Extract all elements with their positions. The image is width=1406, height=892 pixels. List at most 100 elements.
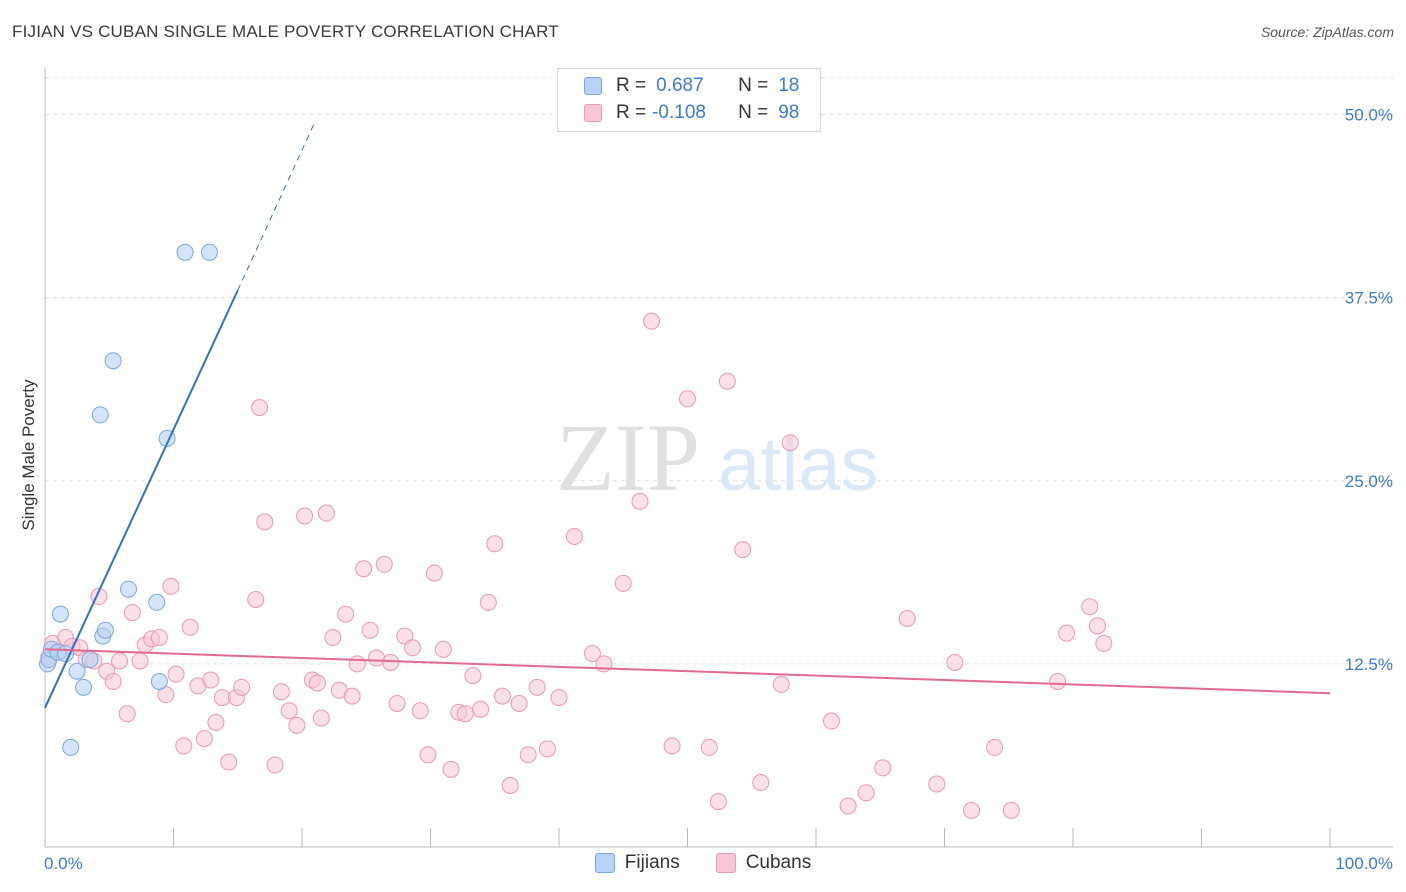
fijian-point [57, 645, 75, 663]
fijian-swatch [584, 77, 602, 95]
gridlines [45, 77, 1393, 665]
cuban-point [337, 605, 355, 623]
cuban-legend-swatch [715, 853, 736, 873]
n-value-cubans: 98 [778, 102, 800, 123]
cuban-point [419, 746, 437, 764]
fijians-label: Fijians [624, 852, 680, 873]
cuban-point [348, 655, 366, 673]
cuban-point [479, 593, 497, 611]
y-tick-labels: 12.5% 25.0% 37.5% 50.0% [1345, 106, 1393, 674]
fijian-point [62, 738, 80, 756]
cuban-point [631, 492, 649, 510]
legend-row-fijians: R = 0.687 N = 18 [584, 73, 799, 99]
cuban-point [382, 653, 400, 671]
cuban-point [709, 793, 727, 811]
cuban-point [1095, 634, 1113, 652]
fijian-legend-swatch [594, 853, 615, 873]
fijian-point [96, 621, 114, 639]
cuban-point [1081, 598, 1099, 616]
cuban-point [493, 687, 511, 705]
cuban-point [288, 716, 306, 734]
cuban-point [247, 590, 265, 608]
cuban-point [233, 678, 251, 696]
cuban-point [986, 738, 1004, 756]
n-label: N = [738, 102, 769, 123]
cuban-point [643, 312, 661, 330]
x-tick-label-max: 100.0% [1335, 854, 1393, 873]
cuban-point [583, 645, 601, 663]
cuban-trend-line [44, 648, 1331, 695]
cuban-point [464, 667, 482, 685]
cuban-swatch [584, 104, 602, 122]
correlation-legend: R = 0.687 N = 18 R = -0.108 N = 98 [557, 68, 821, 132]
cuban-point [251, 399, 269, 417]
cuban-point [663, 737, 681, 755]
fijian-point [148, 593, 166, 611]
fijian-point [120, 580, 138, 598]
cuban-point [404, 639, 422, 657]
fijian-point [81, 651, 99, 669]
x-tick-label-min: 0.0% [44, 854, 83, 873]
n-label: N = [738, 75, 769, 96]
r-label: R = [616, 102, 647, 123]
cuban-point [361, 621, 379, 639]
cuban-point [839, 797, 857, 815]
cuban-point [411, 702, 429, 720]
cuban-point [781, 434, 799, 452]
r-label: R = [616, 75, 647, 96]
watermark-atlas: atlas [718, 422, 879, 507]
fijian-trend-extension [237, 121, 316, 291]
cuban-point [266, 756, 284, 774]
cuban-point [343, 687, 361, 705]
cuban-point [874, 759, 892, 777]
cuban-point [434, 640, 452, 658]
fijian-point [200, 243, 218, 261]
cuban-point [718, 372, 736, 390]
x-tick-labels: 0.0% 100.0% [44, 854, 1393, 873]
cuban-point [207, 713, 225, 731]
y-tick-label: 25.0% [1345, 472, 1393, 491]
series-legend: Fijians Cubans [0, 852, 1406, 874]
fijian-point [150, 672, 168, 690]
trend-lines [44, 121, 1331, 709]
cuban-point [375, 555, 393, 573]
cuban-point [317, 504, 335, 522]
cuban-point [772, 675, 790, 693]
cuban-point [752, 774, 770, 792]
cuban-point [355, 560, 373, 578]
fijian-point [104, 352, 122, 370]
cuban-point [501, 776, 519, 794]
cuban-point [162, 577, 180, 595]
y-axis-label: Single Male Poverty [19, 379, 38, 531]
cuban-point [175, 737, 193, 755]
legend-item-fijians: Fijians [594, 852, 680, 874]
cuban-point [220, 753, 238, 771]
cuban-point [131, 652, 149, 670]
cuban-point [111, 652, 129, 670]
fijian-points [39, 243, 218, 756]
cuban-point [1058, 624, 1076, 642]
cuban-point [388, 694, 406, 712]
axes [44, 68, 1393, 848]
cuban-point [442, 760, 460, 778]
chart-title: FIJIAN VS CUBAN SINGLE MALE POVERTY CORR… [12, 22, 559, 41]
cuban-point [104, 672, 122, 690]
source-label: Source: ZipAtlas.com [1260, 24, 1394, 40]
cuban-point [734, 541, 752, 559]
cuban-point [425, 564, 443, 582]
fijian-point [75, 678, 93, 696]
cuban-point [456, 705, 474, 723]
cuban-point [150, 629, 168, 647]
cuban-point [1002, 801, 1020, 819]
cuban-point [272, 683, 290, 701]
cuban-point [962, 801, 980, 819]
watermark: ZIP atlas [556, 404, 879, 511]
cuban-point [324, 629, 342, 647]
r-value-cubans: -0.108 [652, 102, 706, 123]
cuban-point [472, 700, 490, 718]
cuban-point [1049, 672, 1067, 690]
cuban-point [280, 702, 298, 720]
fijian-trend-line [44, 289, 239, 709]
cuban-point [202, 671, 220, 689]
cuban-point [256, 513, 274, 531]
